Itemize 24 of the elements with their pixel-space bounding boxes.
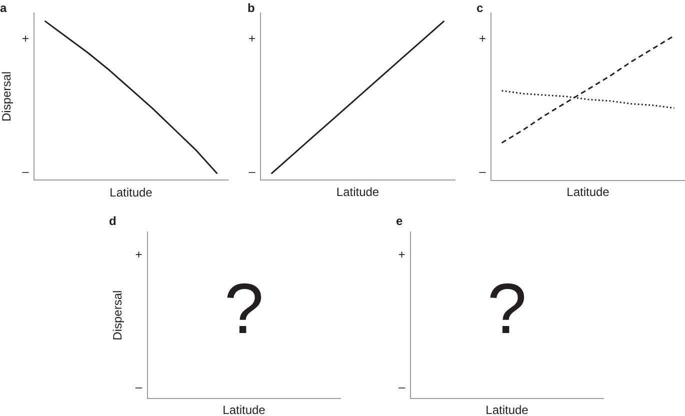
y-axis-title: Dispersal [0,71,14,122]
text: Dispersal [110,290,124,340]
text: e [396,214,403,228]
text: Latitude [486,402,529,416]
text: + [135,247,142,262]
text: ? [224,270,264,350]
text: – [248,164,256,178]
text: – [398,380,406,394]
x-axis-title: Latitude [566,184,610,199]
text: ? [487,270,527,350]
text: Latitude [222,402,266,416]
text: + [248,31,256,46]
text: d [109,214,116,228]
chart-title: c [476,0,484,15]
text: + [22,31,30,46]
chart-title: b [248,0,255,15]
text: – [22,164,30,178]
x-axis-title: Latitude [336,184,380,199]
text: – [479,164,486,178]
x-axis-title: Latitude [110,185,153,200]
chart-title: a [0,0,7,15]
text: + [398,247,406,262]
text: + [478,31,486,46]
text: – [135,380,142,394]
